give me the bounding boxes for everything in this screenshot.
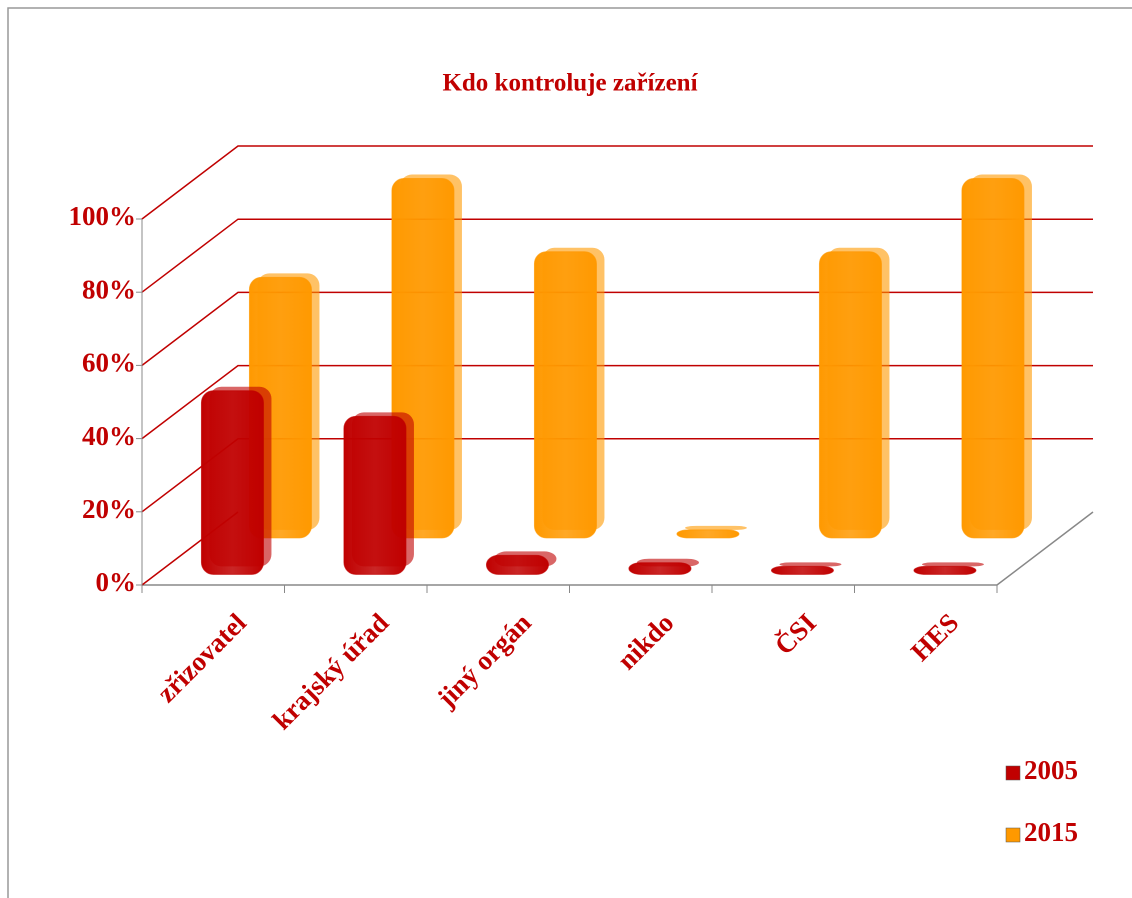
bar	[818, 251, 882, 539]
chart-title: Kdo kontroluje zařízení	[442, 70, 698, 97]
bar	[485, 554, 549, 575]
y-tick-label: 100%	[69, 201, 137, 231]
x-tick-label: ČSI	[769, 607, 822, 660]
grid-line	[141, 364, 1093, 440]
y-tick-label: 80%	[82, 274, 136, 304]
bar	[200, 390, 264, 575]
y-tick-label: 0%	[96, 567, 137, 597]
bar	[913, 565, 977, 575]
bar-side	[921, 562, 984, 567]
bar	[770, 565, 834, 575]
x-tick-label: jiný orgán	[431, 607, 537, 713]
bar-side	[684, 525, 747, 530]
bar	[533, 251, 597, 539]
legend-label: 2005	[1024, 755, 1078, 785]
grid-line	[141, 145, 1093, 220]
x-tick-label: zřizovatel	[151, 607, 252, 708]
bar	[628, 562, 692, 575]
bar	[676, 529, 740, 539]
legend-label: 2015	[1024, 817, 1078, 847]
x-tick-label: nikdo	[611, 607, 679, 675]
x-tick-label: HES	[905, 607, 964, 666]
grid-line	[141, 218, 1093, 293]
y-tick-label: 60%	[82, 348, 136, 378]
bar	[343, 415, 407, 575]
legend-swatch	[1005, 765, 1021, 781]
bar-side	[779, 562, 842, 567]
y-tick-label: 20%	[82, 494, 136, 524]
y-tick-label: 40%	[82, 421, 136, 451]
grid-line	[141, 291, 1093, 366]
x-tick-label: krajský úřad	[267, 607, 395, 735]
legend-swatch	[1005, 827, 1021, 843]
chart-border	[7, 7, 1132, 898]
bar	[961, 178, 1025, 539]
